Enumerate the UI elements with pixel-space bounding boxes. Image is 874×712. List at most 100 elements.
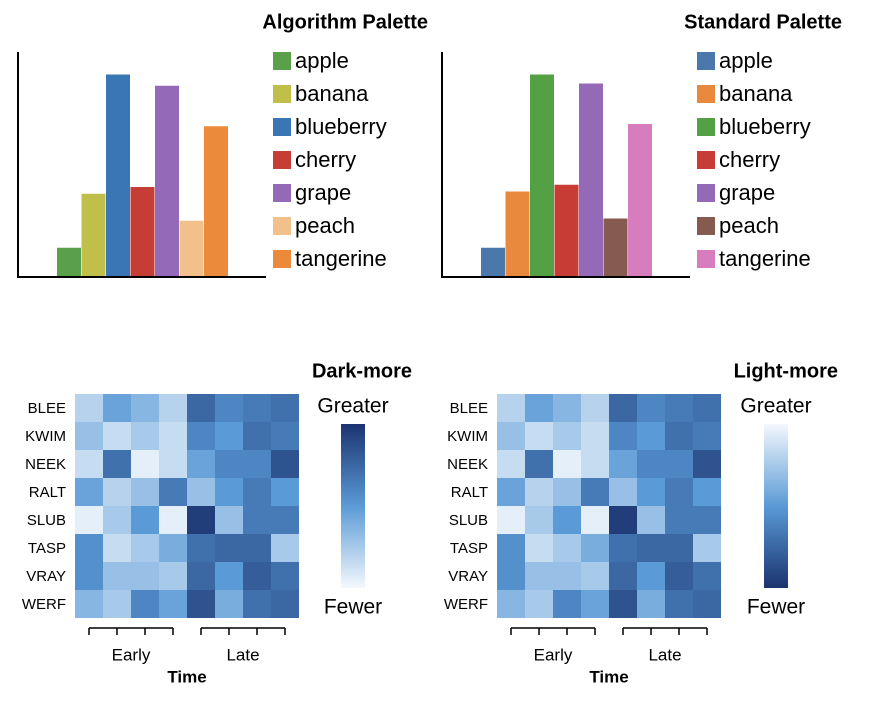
- legend-swatch: [697, 250, 715, 268]
- bar: [530, 74, 554, 277]
- heat-cell: [75, 450, 103, 478]
- bar: [204, 126, 228, 277]
- heat-cell: [243, 422, 271, 450]
- scale-low-label: Fewer: [324, 596, 382, 619]
- row-label: BLEE: [450, 400, 488, 417]
- heat-cell: [525, 590, 553, 618]
- heat-cell: [131, 562, 159, 590]
- heat-cell: [637, 478, 665, 506]
- heat-cell: [609, 478, 637, 506]
- bar: [179, 220, 204, 277]
- legend-label: apple: [719, 48, 773, 73]
- legend-label: cherry: [719, 147, 780, 172]
- heat-cell: [271, 534, 299, 562]
- heat-cell: [553, 562, 581, 590]
- heat-cell: [271, 422, 299, 450]
- legend-swatch: [697, 118, 715, 136]
- color-scale: [764, 424, 788, 588]
- color-scale: [341, 424, 365, 588]
- legend-label: grape: [719, 180, 775, 205]
- heat-cell: [187, 590, 215, 618]
- row-label: RALT: [29, 484, 66, 501]
- row-label: TASP: [450, 540, 488, 557]
- heat-cell: [497, 506, 525, 534]
- heat-cell: [581, 506, 609, 534]
- heat-cell: [159, 478, 187, 506]
- heat-cell: [497, 394, 525, 422]
- bar: [579, 83, 603, 277]
- heat-cell: [103, 506, 131, 534]
- heat-cell: [103, 478, 131, 506]
- row-label: SLUB: [449, 512, 488, 529]
- bar: [603, 218, 628, 277]
- heat-cell: [271, 562, 299, 590]
- heat-cell: [693, 562, 721, 590]
- heat-cell: [215, 506, 243, 534]
- heat-cell: [75, 422, 103, 450]
- legend-label: grape: [295, 180, 351, 205]
- heat-cell: [497, 562, 525, 590]
- heat-cell: [665, 590, 693, 618]
- heat-cell: [131, 422, 159, 450]
- legend-label: tangerine: [719, 246, 811, 271]
- heat-cell: [665, 394, 693, 422]
- heat-cell: [243, 534, 271, 562]
- heat-cell: [525, 506, 553, 534]
- heat-cell: [525, 394, 553, 422]
- scale-low-label: Fewer: [747, 596, 805, 619]
- chart-title: Algorithm Palette: [262, 11, 428, 33]
- row-label: NEEK: [25, 456, 66, 473]
- heat-cell: [497, 422, 525, 450]
- heat-cell: [581, 562, 609, 590]
- legend-swatch: [273, 217, 291, 235]
- heat-cell: [609, 534, 637, 562]
- heat-cell: [215, 422, 243, 450]
- heat-cell: [75, 394, 103, 422]
- heat-cell: [159, 562, 187, 590]
- row-label: VRAY: [448, 568, 488, 585]
- heat-cell: [103, 422, 131, 450]
- heat-cell: [159, 394, 187, 422]
- heat-cell: [553, 590, 581, 618]
- bar: [554, 184, 579, 277]
- group-label: Early: [534, 645, 573, 664]
- bar: [81, 193, 106, 277]
- heat-cell: [693, 534, 721, 562]
- heat-cell: [103, 394, 131, 422]
- heat-cell: [215, 478, 243, 506]
- heat-cell: [243, 590, 271, 618]
- heat-cell: [131, 450, 159, 478]
- legend-swatch: [697, 184, 715, 202]
- heat-cell: [159, 422, 187, 450]
- bar: [106, 74, 130, 277]
- group-label: Early: [112, 645, 151, 664]
- legend-swatch: [273, 151, 291, 169]
- bar: [481, 247, 505, 277]
- legend-swatch: [697, 52, 715, 70]
- heat-cell: [131, 394, 159, 422]
- heat-cell: [271, 394, 299, 422]
- row-label: VRAY: [26, 568, 66, 585]
- heat-cell: [243, 450, 271, 478]
- heat-cell: [243, 394, 271, 422]
- legend-swatch: [273, 184, 291, 202]
- heat-cell: [243, 478, 271, 506]
- heat-cell: [497, 450, 525, 478]
- heat-cell: [665, 562, 693, 590]
- legend-label: apple: [295, 48, 349, 73]
- heat-cell: [581, 478, 609, 506]
- heat-cell: [159, 506, 187, 534]
- heat-cell: [215, 394, 243, 422]
- heat-cell: [103, 590, 131, 618]
- heat-cell: [693, 590, 721, 618]
- row-label: KWIM: [25, 428, 66, 445]
- heat-cell: [497, 478, 525, 506]
- legend-label: tangerine: [295, 246, 387, 271]
- heat-cell: [103, 562, 131, 590]
- heat-cell: [271, 478, 299, 506]
- row-label: WERF: [444, 596, 488, 613]
- heat-cell: [159, 450, 187, 478]
- row-label: BLEE: [28, 400, 66, 417]
- heat-cell: [637, 562, 665, 590]
